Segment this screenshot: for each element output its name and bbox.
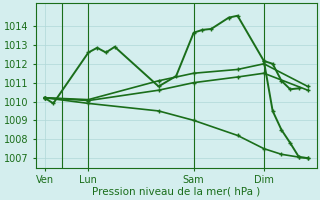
X-axis label: Pression niveau de la mer( hPa ): Pression niveau de la mer( hPa ): [92, 187, 260, 197]
